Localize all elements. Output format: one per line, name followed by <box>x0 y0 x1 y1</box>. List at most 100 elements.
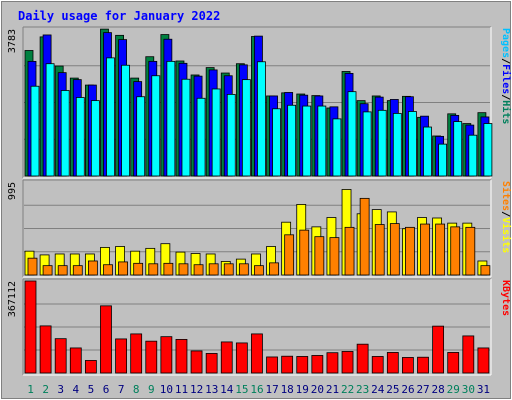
bar-hits-pages-day-6 <box>106 57 115 177</box>
x-tick-label-day-29: 29 <box>447 383 460 396</box>
panel-kbytes-legend-label: KBytes <box>500 280 511 316</box>
x-tick-label-day-8: 8 <box>133 383 140 396</box>
bar-kbytes-kbytes-day-11 <box>175 339 188 374</box>
x-tick-label-day-13: 13 <box>205 383 218 396</box>
bar-visits-sites-day-5 <box>87 260 98 276</box>
legend-pages: Pages <box>500 28 511 58</box>
bar-hits-pages-day-23 <box>362 111 372 177</box>
bar-kbytes-kbytes-day-2 <box>39 325 52 374</box>
bar-kbytes-kbytes-day-25 <box>386 352 399 374</box>
bar-hits-pages-day-13 <box>211 88 221 177</box>
x-tick-label-day-24: 24 <box>371 383 385 396</box>
chart-title: Daily usage for January 2022 <box>18 9 220 23</box>
x-tick-label-day-28: 28 <box>432 383 445 396</box>
bar-visits-sites-day-22 <box>344 226 355 276</box>
x-tick-label-day-5: 5 <box>88 383 95 396</box>
x-tick-label-day-21: 21 <box>326 383 339 396</box>
bar-kbytes-kbytes-day-6 <box>100 305 112 374</box>
x-tick-label-day-27: 27 <box>416 383 429 396</box>
x-tick-label-day-12: 12 <box>190 383 203 396</box>
bar-kbytes-kbytes-day-20 <box>311 355 324 374</box>
bar-visits-sites-day-19 <box>299 229 310 276</box>
bar-visits-sites-day-16 <box>254 265 264 276</box>
legend-hits: Hits <box>500 100 512 124</box>
bar-hits-pages-day-3 <box>60 90 70 177</box>
bar-kbytes-kbytes-day-16 <box>251 333 263 374</box>
bar-visits-sites-day-29 <box>450 226 461 276</box>
bar-visits-sites-day-1 <box>27 257 38 276</box>
bar-visits-sites-day-15 <box>238 263 249 276</box>
bar-hits-pages-day-8 <box>136 96 146 177</box>
bar-kbytes-kbytes-day-4 <box>69 347 82 374</box>
bar-kbytes-kbytes-day-3 <box>54 338 67 374</box>
bar-kbytes-kbytes-day-13 <box>205 353 218 374</box>
bar-kbytes-kbytes-day-30 <box>462 335 475 374</box>
bar-visits-sites-day-17 <box>269 262 279 276</box>
bar-kbytes-kbytes-day-12 <box>190 350 203 374</box>
panel-visits-legend-label: Sites/Visits <box>500 181 512 253</box>
x-tick-label-day-20: 20 <box>311 383 324 396</box>
x-tick-label-day-30: 30 <box>462 383 475 396</box>
legend-separator: / <box>500 58 511 64</box>
bar-visits-sites-day-23 <box>359 197 370 276</box>
bar-visits-sites-day-2 <box>42 265 53 276</box>
bar-hits-pages-day-29 <box>453 121 463 177</box>
panel-kbytes-max-label: 367112 <box>7 281 18 317</box>
bar-visits-sites-day-25 <box>389 223 400 276</box>
bar-hits-pages-day-11 <box>181 78 191 177</box>
bar-visits-sites-day-24 <box>374 224 385 276</box>
bar-kbytes-kbytes-day-21 <box>326 352 339 374</box>
bar-kbytes-kbytes-day-26 <box>402 357 414 374</box>
bar-hits-pages-day-27 <box>423 126 432 177</box>
panel-visits-max-label: 995 <box>7 182 18 200</box>
x-tick-label-day-3: 3 <box>57 383 64 396</box>
bar-hits-pages-day-12 <box>196 97 206 177</box>
bar-hits-pages-day-31 <box>483 123 493 177</box>
bar-visits-sites-day-12 <box>193 264 204 276</box>
bar-visits-sites-day-3 <box>57 265 68 276</box>
bar-hits-pages-day-5 <box>90 100 100 177</box>
x-tick-label-day-6: 6 <box>103 383 110 396</box>
x-tick-label-day-10: 10 <box>160 383 173 396</box>
x-tick-label-day-7: 7 <box>118 383 125 396</box>
bar-hits-pages-day-1 <box>30 85 40 177</box>
x-tick-label-day-17: 17 <box>265 383 278 396</box>
bar-visits-sites-day-11 <box>178 263 189 276</box>
x-tick-label-day-2: 2 <box>42 383 49 396</box>
bar-kbytes-kbytes-day-22 <box>341 351 354 374</box>
bar-kbytes-kbytes-day-23 <box>356 343 369 374</box>
bar-kbytes-kbytes-day-31 <box>477 347 490 374</box>
x-tick-label-day-14: 14 <box>220 383 234 396</box>
bar-hits-pages-day-4 <box>75 97 85 177</box>
bar-visits-sites-day-6 <box>103 264 113 276</box>
bar-visits-sites-day-26 <box>405 226 415 276</box>
bar-kbytes-kbytes-day-10 <box>160 336 173 374</box>
bar-visits-sites-day-18 <box>284 234 295 276</box>
bar-kbytes-kbytes-day-17 <box>266 356 278 374</box>
bar-visits-sites-day-7 <box>118 261 128 276</box>
x-tick-label-day-31: 31 <box>477 383 490 396</box>
bar-hits-pages-day-9 <box>151 75 161 177</box>
bar-visits-sites-day-13 <box>208 263 219 276</box>
bar-visits-sites-day-10 <box>163 262 174 276</box>
bar-kbytes-kbytes-day-8 <box>130 333 143 374</box>
bar-hits-pages-day-2 <box>45 63 55 177</box>
bar-kbytes-kbytes-day-28 <box>432 325 445 374</box>
legend-separator: / <box>500 94 511 100</box>
x-tick-label-day-4: 4 <box>73 383 80 396</box>
bar-hits-pages-day-15 <box>241 79 251 177</box>
bar-hits-pages-day-19 <box>302 105 312 177</box>
legend-files: Files <box>500 64 512 94</box>
bar-kbytes-kbytes-day-14 <box>220 341 233 374</box>
bar-kbytes-kbytes-day-18 <box>281 355 294 374</box>
x-tick-label-day-16: 16 <box>250 383 263 396</box>
bar-hits-pages-day-18 <box>287 104 297 177</box>
bar-hits-pages-day-21 <box>332 118 342 177</box>
bar-hits-pages-day-16 <box>257 61 266 177</box>
x-tick-label-day-22: 22 <box>341 383 354 396</box>
bar-hits-pages-day-10 <box>166 60 176 177</box>
x-tick-label-day-1: 1 <box>27 383 34 396</box>
